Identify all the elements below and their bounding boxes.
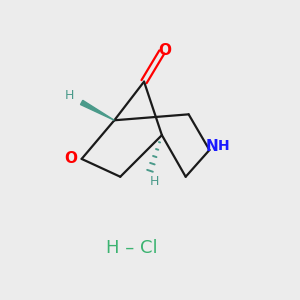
Polygon shape	[80, 100, 114, 120]
Text: O: O	[65, 152, 78, 166]
Text: H: H	[218, 140, 230, 153]
Text: N: N	[206, 139, 219, 154]
Text: H – Cl: H – Cl	[106, 239, 158, 257]
Text: H: H	[65, 88, 74, 101]
Text: O: O	[158, 43, 171, 58]
Text: H: H	[150, 175, 159, 188]
